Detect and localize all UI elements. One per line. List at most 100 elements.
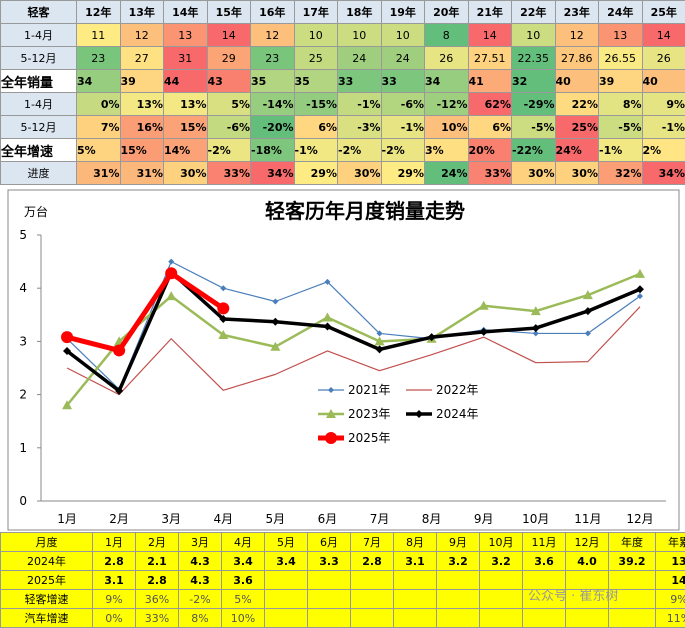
cell: 3.2	[437, 552, 480, 571]
y-tick-label: 4	[19, 281, 27, 295]
row-label: 1-4月	[1, 93, 77, 116]
cell: 2.8	[93, 552, 136, 571]
y-tick-label: 0	[19, 494, 27, 508]
cell: 3.2	[480, 552, 523, 571]
cell	[308, 609, 351, 628]
header-cell: 19年	[381, 1, 425, 24]
cell: 40	[555, 70, 599, 93]
monthly-table: 月度1月2月3月4月5月6月7月8月9月10月11月12月年度年累2024年2.…	[0, 532, 685, 628]
cell	[480, 571, 523, 590]
cell: 2.8	[136, 571, 179, 590]
cell: 7%	[77, 116, 121, 139]
cell: 30%	[164, 162, 208, 185]
cell: 2%	[642, 139, 685, 162]
cell: 24%	[425, 162, 469, 185]
cell: 10	[294, 24, 338, 47]
cell: 3.3	[308, 552, 351, 571]
cell: -2%	[179, 590, 222, 609]
cell: 8%	[599, 93, 643, 116]
cell: -29%	[512, 93, 556, 116]
header-cell h: 2月	[136, 533, 179, 552]
cell	[351, 571, 394, 590]
cell: -5%	[512, 116, 556, 139]
cell: 4.3	[179, 571, 222, 590]
cell: 23	[251, 47, 295, 70]
cell: 40	[642, 70, 685, 93]
x-tick-label: 1月	[57, 512, 77, 526]
x-tick-label: 2月	[109, 512, 129, 526]
cell: 33	[338, 70, 382, 93]
cell: 3%	[425, 139, 469, 162]
cell	[394, 590, 437, 609]
cell	[437, 571, 480, 590]
cell: 3.6	[523, 552, 566, 571]
row-label: 5-12月	[1, 47, 77, 70]
x-tick-label: 5月	[266, 512, 286, 526]
cell: 12	[555, 24, 599, 47]
cell: 3.1	[93, 571, 136, 590]
cell: -18%	[251, 139, 295, 162]
marker	[61, 331, 73, 343]
cell: 31%	[120, 162, 164, 185]
cell	[265, 609, 308, 628]
cell: 14	[642, 24, 685, 47]
cell: 23	[77, 47, 121, 70]
cell: 12	[251, 24, 295, 47]
cell: -3%	[338, 116, 382, 139]
header-cell h: 12月	[566, 533, 609, 552]
cell: 3.6	[222, 571, 265, 590]
x-tick-label: 6月	[318, 512, 338, 526]
cell	[437, 590, 480, 609]
y-tick-label: 3	[19, 334, 27, 348]
cell: 14	[468, 24, 512, 47]
chart-frame	[8, 190, 679, 530]
cell	[523, 609, 566, 628]
header-cell h: 11月	[523, 533, 566, 552]
row-label: 汽车增速	[1, 609, 93, 628]
header-cell h: 4月	[222, 533, 265, 552]
cell: 33%	[207, 162, 251, 185]
cell: 9%	[93, 590, 136, 609]
cell: 34%	[642, 162, 685, 185]
cell: 14	[656, 571, 685, 590]
legend-label: 2024年	[436, 407, 479, 421]
cell: 34	[425, 70, 469, 93]
cell: -5%	[599, 116, 643, 139]
cell: 16%	[120, 116, 164, 139]
x-tick-label: 11月	[574, 512, 601, 526]
cell: 9%	[642, 93, 685, 116]
header-cell h: 9月	[437, 533, 480, 552]
x-tick-label: 3月	[161, 512, 181, 526]
header-cell h: 5月	[265, 533, 308, 552]
cell: 32	[512, 70, 556, 93]
cell	[265, 571, 308, 590]
cell: 6%	[294, 116, 338, 139]
cell: 34%	[251, 162, 295, 185]
y-tick-label: 5	[19, 228, 27, 242]
cell: 5%	[207, 93, 251, 116]
cell: -1%	[599, 139, 643, 162]
y-tick-label: 1	[19, 441, 27, 455]
cell: -22%	[512, 139, 556, 162]
x-tick-label: 12月	[626, 512, 653, 526]
cell: 39.2	[609, 552, 656, 571]
legend-label: 2025年	[348, 431, 391, 445]
cell	[308, 571, 351, 590]
header-cell h: 3月	[179, 533, 222, 552]
cell: 26	[642, 47, 685, 70]
header-cell: 24年	[599, 1, 643, 24]
cell: 33	[381, 70, 425, 93]
legend-label: 2022年	[436, 383, 479, 397]
cell: 8%	[179, 609, 222, 628]
cell: 30%	[512, 162, 556, 185]
cell: 11	[77, 24, 121, 47]
x-tick-label: 9月	[474, 512, 494, 526]
cell: -6%	[207, 116, 251, 139]
cell: 25	[294, 47, 338, 70]
